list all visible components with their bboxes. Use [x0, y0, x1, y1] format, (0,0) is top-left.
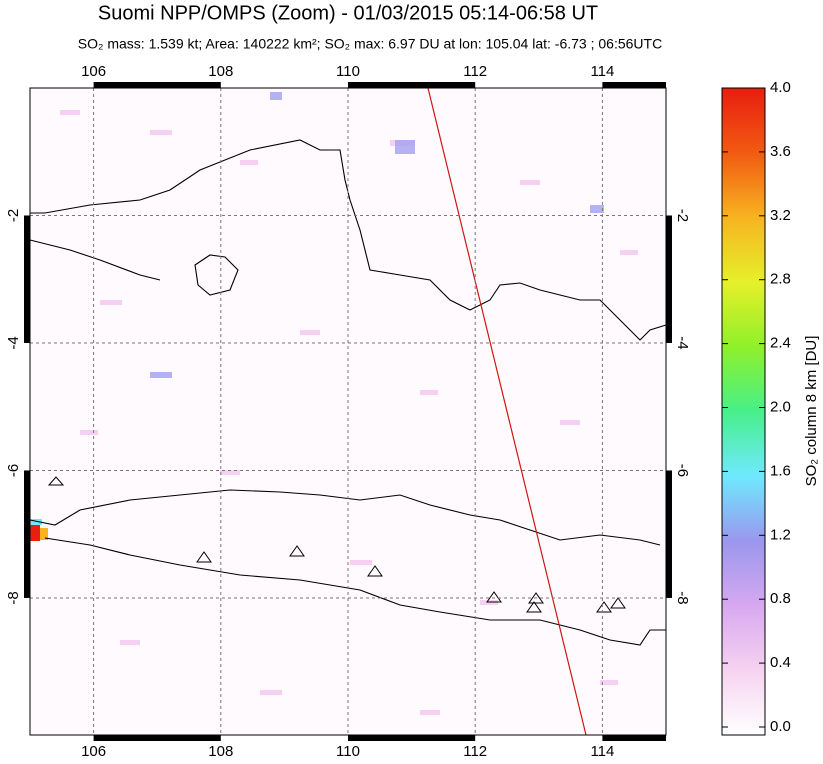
colorbar-tick-label: 0.8: [770, 590, 791, 607]
frame-bar: [93, 735, 221, 741]
x-tick-label: 108: [208, 743, 233, 759]
colorbar-tick-label: 0.4: [770, 654, 791, 671]
frame-bar: [602, 735, 666, 741]
frame-bar: [24, 470, 30, 598]
x-tick-label: 106: [81, 743, 106, 759]
colorbar-tick-label: 4.0: [770, 79, 791, 96]
colorbar-tick-label: 2.4: [770, 335, 791, 352]
colorbar-label: SO₂ column 8 km [DU]: [803, 336, 820, 487]
map-background: [30, 88, 666, 735]
frame-bar: [348, 82, 476, 88]
colorbar-tick-label: 3.6: [770, 143, 791, 160]
colorbar-tick-label: 0.0: [770, 718, 791, 735]
colorbar-tick-label: 2.0: [770, 398, 791, 415]
orbit-track: [427, 87, 587, 736]
axes: 106 106 108 108 110 110 112 112 114 114 -2 -2 -4 -4 -6…: [5, 63, 691, 760]
x-tick-label: 112: [463, 743, 487, 759]
map-frame: [29, 87, 667, 736]
y-tick-label: -8: [5, 591, 22, 604]
volcanoes: [47, 476, 626, 613]
colorbar-tick-label: 3.2: [770, 207, 791, 224]
frame-bar: [666, 215, 672, 343]
colorbar-tick-label: 1.2: [770, 526, 791, 543]
y-tick-label: -4: [5, 336, 22, 349]
y-tick-label: -6: [5, 464, 22, 477]
x-tick-label: 106: [81, 63, 106, 80]
y-tick-label: -8: [674, 591, 691, 604]
frame-bar: [666, 470, 672, 598]
chart-subtitle: SO₂ mass: 1.539 kt; Area: 140222 km²; SO…: [78, 36, 662, 52]
y-tick-label: -6: [674, 464, 691, 477]
x-tick-label: 114: [590, 743, 614, 759]
frame-bar: [348, 735, 476, 741]
y-tick-label: -2: [674, 209, 691, 222]
x-tick-label: 110: [336, 743, 360, 759]
frame-bar: [93, 82, 221, 88]
colorbar-tick-label: 1.6: [770, 462, 791, 479]
frame-bar: [602, 82, 666, 88]
x-tick-label: 114: [590, 63, 614, 80]
coastline: [29, 139, 667, 646]
chart-title: Suomi NPP/OMPS (Zoom) - 01/03/2015 05:14…: [98, 2, 598, 24]
colorbar: [721, 87, 766, 736]
x-tick-label: 110: [336, 63, 360, 80]
y-tick-label: -4: [674, 336, 691, 349]
colorbar-tick-label: 2.8: [770, 271, 791, 288]
x-tick-label: 112: [463, 63, 487, 80]
frame-bar: [24, 215, 30, 343]
x-tick-label: 108: [208, 63, 233, 80]
y-tick-label: -2: [5, 209, 22, 222]
